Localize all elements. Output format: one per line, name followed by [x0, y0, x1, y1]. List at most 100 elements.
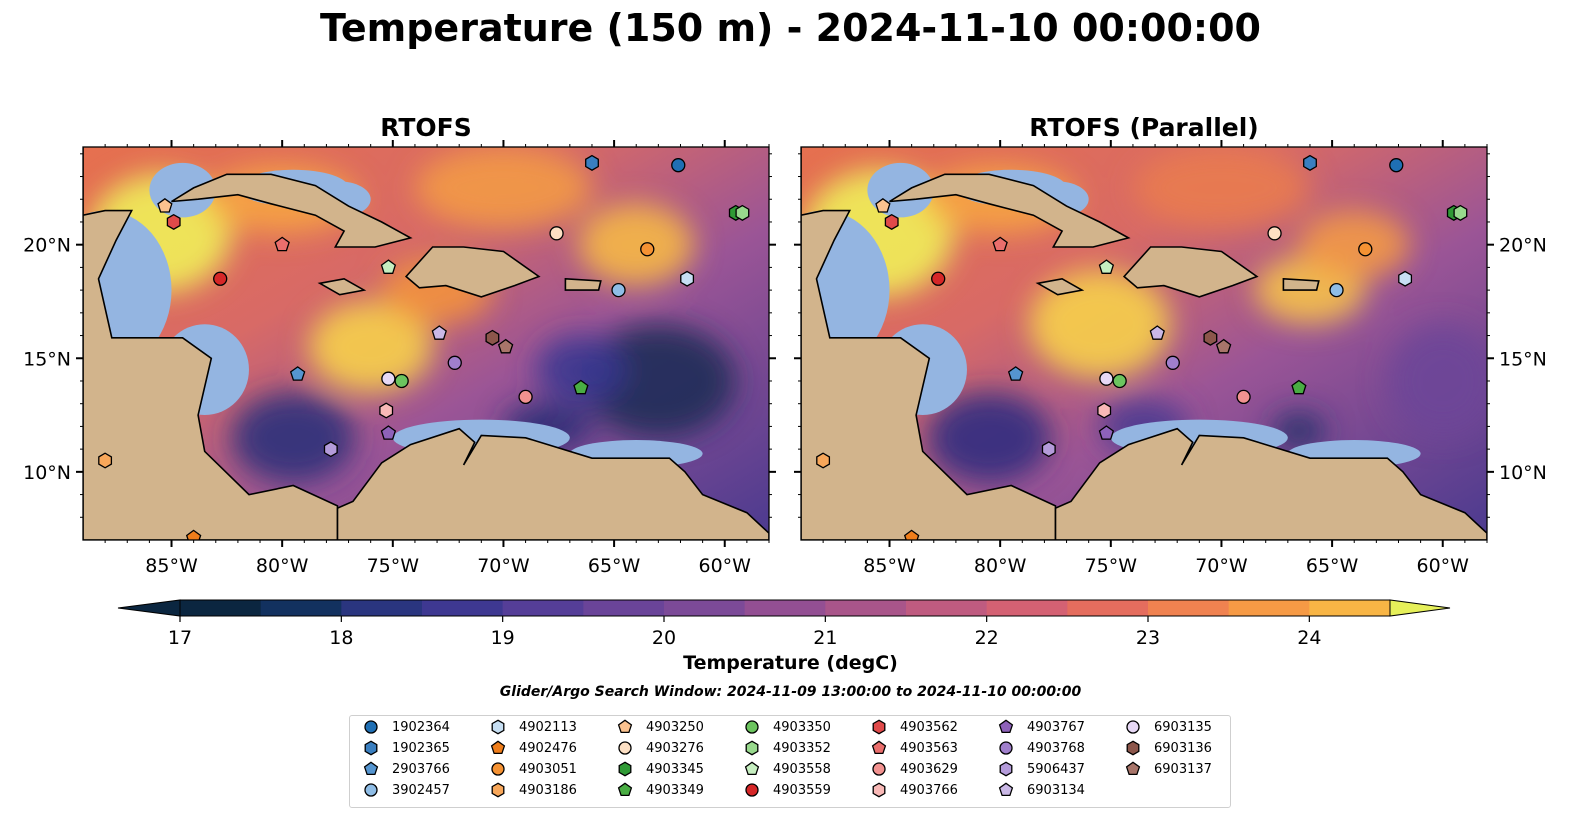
legend-item: 2903766 [362, 760, 450, 778]
marker-6903137 [1215, 338, 1232, 354]
legend-item: 4902476 [489, 739, 577, 757]
legend-item: 5906437 [997, 760, 1085, 778]
legend-marker [364, 720, 378, 734]
lat-tick-label: 10°N [23, 462, 71, 484]
legend-label: 6903137 [1154, 761, 1212, 777]
marker-4903051 [1358, 242, 1373, 257]
colorbar-tick-label: 21 [813, 627, 837, 649]
colorbar-extend-high [1389, 599, 1451, 617]
colorbar-bin [422, 600, 504, 616]
colorbar-extend-low [117, 599, 181, 617]
lat-tick-label: 15°N [1499, 348, 1547, 370]
legend-label: 4903276 [646, 740, 704, 756]
legend-marker [872, 782, 886, 798]
legend-label: 4903250 [646, 719, 704, 735]
legend-marker [618, 741, 632, 755]
legend-item: 1902364 [362, 718, 450, 736]
marker-4903186 [98, 452, 113, 469]
circle-marker-icon [999, 741, 1013, 755]
legend-label: 4903766 [900, 782, 958, 798]
circle-marker-icon [618, 741, 632, 755]
marker-4903349 [573, 379, 589, 395]
legend-item: 6903136 [1124, 739, 1212, 757]
land-mass [1122, 246, 1259, 298]
colorbar-bin [341, 600, 423, 616]
lon-tick-label: 60°W [1417, 555, 1470, 577]
pentagon-marker-icon [490, 740, 506, 755]
search-window-text: Glider/Argo Search Window: 2024-11-09 13… [499, 684, 1082, 700]
legend-item: 4903349 [616, 781, 704, 799]
marker-4903186 [816, 452, 831, 469]
hexagon-marker-icon [364, 740, 378, 756]
land-mass [1282, 277, 1320, 291]
lon-tick-label: 75°W [1085, 555, 1138, 577]
legend-label: 4902113 [519, 719, 577, 735]
marker-4903766 [379, 402, 394, 419]
legend-label: 4903559 [773, 782, 831, 798]
circle-marker-icon [745, 720, 759, 734]
marker-2903766 [1007, 366, 1024, 381]
colorbar-tick-label: 22 [975, 627, 999, 649]
marker-6903136 [485, 329, 500, 346]
legend-label: 4903345 [646, 761, 704, 777]
colorbar-bin [1148, 600, 1230, 616]
legend-item: 4903250 [616, 718, 704, 736]
legend-item: 4903766 [870, 781, 958, 799]
circle-marker-icon [1126, 720, 1140, 734]
map-panel-rtofs-parallel: 85°W 80°W 75°W 70°W 65°W 60°W 20°N 15°N 10°N [794, 140, 1547, 577]
hexagon-marker-icon [1126, 740, 1140, 756]
marker-4903250 [875, 197, 891, 213]
marker-4903250 [157, 197, 173, 213]
legend-marker [363, 761, 379, 776]
marker-6903134 [1149, 325, 1165, 340]
land-mass [171, 173, 413, 248]
marker-2903766 [289, 366, 306, 381]
colorbar-tick-label: 23 [1136, 627, 1160, 649]
legend-marker [617, 719, 633, 734]
legend-label: 1902364 [392, 719, 450, 735]
lon-tick-label: 60°W [699, 555, 752, 577]
marker-4903563 [992, 236, 1008, 252]
legend-marker [618, 761, 632, 777]
marker-4902476 [903, 529, 920, 540]
legend-marker [491, 762, 505, 776]
colorbar-tick-label: 24 [1297, 627, 1321, 649]
marker-4903767 [1098, 425, 1115, 440]
marker-6903136 [1203, 329, 1218, 346]
marker-4903629 [518, 389, 533, 405]
lon-tick-label: 75°W [367, 555, 420, 577]
legend-item: 4903352 [743, 739, 831, 757]
marker-4903559 [213, 271, 228, 286]
marker-4903768 [447, 355, 462, 370]
land-mass [336, 427, 769, 540]
land-mass [1054, 427, 1487, 540]
map-panel-rtofs: 85°W 80°W 75°W 70°W 65°W 60°W 20°N 15°N 10°N [23, 140, 776, 577]
marker-4903766 [1097, 402, 1112, 419]
land-mass [564, 277, 602, 291]
colorbar-tick-label: 20 [652, 627, 676, 649]
lon-tick-label: 65°W [1306, 555, 1359, 577]
legend-item: 6903137 [1124, 760, 1212, 778]
marker-1902364 [1389, 158, 1404, 173]
colorbar-bin [906, 600, 988, 616]
marker-1902365 [1303, 154, 1317, 171]
lat-tick-label: 20°N [1499, 235, 1547, 257]
legend-marker [999, 741, 1013, 755]
legend-marker [617, 782, 633, 797]
pentagon-marker-icon [363, 761, 379, 776]
legend-label: 4903352 [773, 740, 831, 756]
legend-item: 6903134 [997, 781, 1085, 799]
marker-4903629 [1236, 389, 1251, 405]
circle-marker-icon [491, 762, 505, 776]
legend-item: 4903629 [870, 760, 958, 778]
legend-item: 4903345 [616, 760, 704, 778]
marker-6903137 [497, 338, 514, 354]
legend-marker [1126, 720, 1140, 734]
colorbar-bin [986, 600, 1068, 616]
land-mass [317, 277, 367, 296]
marker-4903350 [394, 373, 409, 389]
colorbar-bin [825, 600, 907, 616]
legend-marker [745, 740, 759, 756]
legend-label: 3902457 [392, 782, 450, 798]
lon-tick-label: 80°W [974, 555, 1027, 577]
